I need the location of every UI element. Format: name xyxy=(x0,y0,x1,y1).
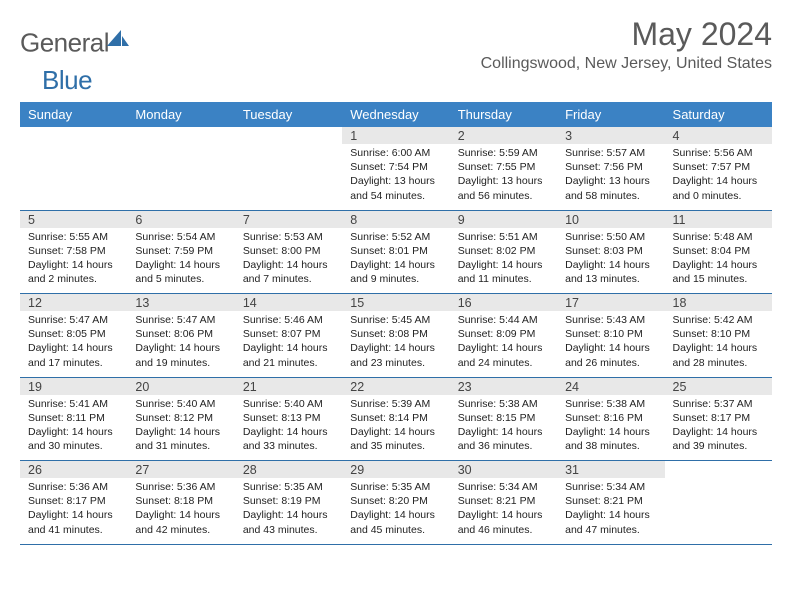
content-row: Sunrise: 5:41 AMSunset: 8:11 PMDaylight:… xyxy=(20,395,772,461)
day-number-cell: 6 xyxy=(127,210,234,228)
day-content-cell: Sunrise: 5:52 AMSunset: 8:01 PMDaylight:… xyxy=(342,228,449,294)
day-content-cell: Sunrise: 5:55 AMSunset: 7:58 PMDaylight:… xyxy=(20,228,127,294)
day-content-cell: Sunrise: 5:36 AMSunset: 8:18 PMDaylight:… xyxy=(127,478,234,544)
day-number-cell: 12 xyxy=(20,294,127,312)
day-content-cell xyxy=(665,478,772,544)
day-number-cell: 14 xyxy=(235,294,342,312)
day-content-cell: Sunrise: 5:47 AMSunset: 8:05 PMDaylight:… xyxy=(20,311,127,377)
day-content-cell: Sunrise: 5:40 AMSunset: 8:12 PMDaylight:… xyxy=(127,395,234,461)
day-number-cell: 29 xyxy=(342,461,449,479)
day-content-cell: Sunrise: 5:34 AMSunset: 8:21 PMDaylight:… xyxy=(557,478,664,544)
day-number-cell: 16 xyxy=(450,294,557,312)
day-header-row: SundayMondayTuesdayWednesdayThursdayFrid… xyxy=(20,102,772,127)
day-number-cell: 7 xyxy=(235,210,342,228)
daynum-row: 19202122232425 xyxy=(20,377,772,395)
day-content-cell: Sunrise: 5:37 AMSunset: 8:17 PMDaylight:… xyxy=(665,395,772,461)
content-row: Sunrise: 5:55 AMSunset: 7:58 PMDaylight:… xyxy=(20,228,772,294)
day-number-cell: 22 xyxy=(342,377,449,395)
day-content-cell: Sunrise: 5:41 AMSunset: 8:11 PMDaylight:… xyxy=(20,395,127,461)
day-content-cell: Sunrise: 5:57 AMSunset: 7:56 PMDaylight:… xyxy=(557,144,664,210)
day-content-cell: Sunrise: 5:34 AMSunset: 8:21 PMDaylight:… xyxy=(450,478,557,544)
logo-text-blue: Blue xyxy=(42,65,92,95)
day-number-cell: 4 xyxy=(665,127,772,144)
day-number-cell: 2 xyxy=(450,127,557,144)
day-content-cell: Sunrise: 5:42 AMSunset: 8:10 PMDaylight:… xyxy=(665,311,772,377)
day-content-cell: Sunrise: 5:35 AMSunset: 8:19 PMDaylight:… xyxy=(235,478,342,544)
day-number-cell: 30 xyxy=(450,461,557,479)
day-content-cell: Sunrise: 5:43 AMSunset: 8:10 PMDaylight:… xyxy=(557,311,664,377)
day-number-cell xyxy=(235,127,342,144)
day-number-cell: 23 xyxy=(450,377,557,395)
day-content-cell: Sunrise: 5:35 AMSunset: 8:20 PMDaylight:… xyxy=(342,478,449,544)
day-number-cell: 11 xyxy=(665,210,772,228)
header: General Blue May 2024 Collingswood, New … xyxy=(20,16,772,96)
day-content-cell: Sunrise: 5:48 AMSunset: 8:04 PMDaylight:… xyxy=(665,228,772,294)
day-header: Wednesday xyxy=(342,102,449,127)
day-content-cell: Sunrise: 5:47 AMSunset: 8:06 PMDaylight:… xyxy=(127,311,234,377)
day-number-cell: 21 xyxy=(235,377,342,395)
day-number-cell: 28 xyxy=(235,461,342,479)
day-content-cell: Sunrise: 6:00 AMSunset: 7:54 PMDaylight:… xyxy=(342,144,449,210)
day-content-cell: Sunrise: 5:59 AMSunset: 7:55 PMDaylight:… xyxy=(450,144,557,210)
day-header: Thursday xyxy=(450,102,557,127)
day-content-cell xyxy=(235,144,342,210)
day-content-cell: Sunrise: 5:45 AMSunset: 8:08 PMDaylight:… xyxy=(342,311,449,377)
day-header: Saturday xyxy=(665,102,772,127)
day-content-cell: Sunrise: 5:40 AMSunset: 8:13 PMDaylight:… xyxy=(235,395,342,461)
day-number-cell: 19 xyxy=(20,377,127,395)
day-number-cell: 26 xyxy=(20,461,127,479)
day-header: Tuesday xyxy=(235,102,342,127)
day-content-cell: Sunrise: 5:56 AMSunset: 7:57 PMDaylight:… xyxy=(665,144,772,210)
day-number-cell: 20 xyxy=(127,377,234,395)
day-header: Friday xyxy=(557,102,664,127)
day-number-cell: 9 xyxy=(450,210,557,228)
logo-text-general: General xyxy=(20,27,109,57)
day-header: Monday xyxy=(127,102,234,127)
day-number-cell: 18 xyxy=(665,294,772,312)
day-content-cell: Sunrise: 5:38 AMSunset: 8:15 PMDaylight:… xyxy=(450,395,557,461)
day-header: Sunday xyxy=(20,102,127,127)
day-number-cell: 10 xyxy=(557,210,664,228)
day-content-cell: Sunrise: 5:50 AMSunset: 8:03 PMDaylight:… xyxy=(557,228,664,294)
daynum-row: 262728293031 xyxy=(20,461,772,479)
daynum-row: 12131415161718 xyxy=(20,294,772,312)
calendar-page: General Blue May 2024 Collingswood, New … xyxy=(0,0,792,612)
day-content-cell: Sunrise: 5:36 AMSunset: 8:17 PMDaylight:… xyxy=(20,478,127,544)
content-row: Sunrise: 5:47 AMSunset: 8:05 PMDaylight:… xyxy=(20,311,772,377)
day-content-cell: Sunrise: 5:51 AMSunset: 8:02 PMDaylight:… xyxy=(450,228,557,294)
day-number-cell xyxy=(665,461,772,479)
day-number-cell: 17 xyxy=(557,294,664,312)
day-number-cell: 24 xyxy=(557,377,664,395)
day-content-cell: Sunrise: 5:38 AMSunset: 8:16 PMDaylight:… xyxy=(557,395,664,461)
day-content-cell: Sunrise: 5:44 AMSunset: 8:09 PMDaylight:… xyxy=(450,311,557,377)
day-number-cell xyxy=(127,127,234,144)
day-number-cell: 8 xyxy=(342,210,449,228)
title-block: May 2024 Collingswood, New Jersey, Unite… xyxy=(481,16,772,73)
day-number-cell: 3 xyxy=(557,127,664,144)
day-content-cell: Sunrise: 5:46 AMSunset: 8:07 PMDaylight:… xyxy=(235,311,342,377)
content-row: Sunrise: 6:00 AMSunset: 7:54 PMDaylight:… xyxy=(20,144,772,210)
month-title: May 2024 xyxy=(481,16,772,53)
day-number-cell: 31 xyxy=(557,461,664,479)
logo-sail-icon xyxy=(107,24,129,55)
daynum-row: 1234 xyxy=(20,127,772,144)
location: Collingswood, New Jersey, United States xyxy=(481,55,772,73)
day-content-cell: Sunrise: 5:53 AMSunset: 8:00 PMDaylight:… xyxy=(235,228,342,294)
day-number-cell: 27 xyxy=(127,461,234,479)
day-content-cell: Sunrise: 5:54 AMSunset: 7:59 PMDaylight:… xyxy=(127,228,234,294)
day-content-cell xyxy=(127,144,234,210)
day-number-cell: 1 xyxy=(342,127,449,144)
day-number-cell: 13 xyxy=(127,294,234,312)
day-content-cell: Sunrise: 5:39 AMSunset: 8:14 PMDaylight:… xyxy=(342,395,449,461)
day-number-cell xyxy=(20,127,127,144)
day-number-cell: 15 xyxy=(342,294,449,312)
day-content-cell xyxy=(20,144,127,210)
content-row: Sunrise: 5:36 AMSunset: 8:17 PMDaylight:… xyxy=(20,478,772,544)
daynum-row: 567891011 xyxy=(20,210,772,228)
calendar-table: SundayMondayTuesdayWednesdayThursdayFrid… xyxy=(20,102,772,545)
day-number-cell: 25 xyxy=(665,377,772,395)
day-number-cell: 5 xyxy=(20,210,127,228)
logo: General Blue xyxy=(20,16,129,96)
